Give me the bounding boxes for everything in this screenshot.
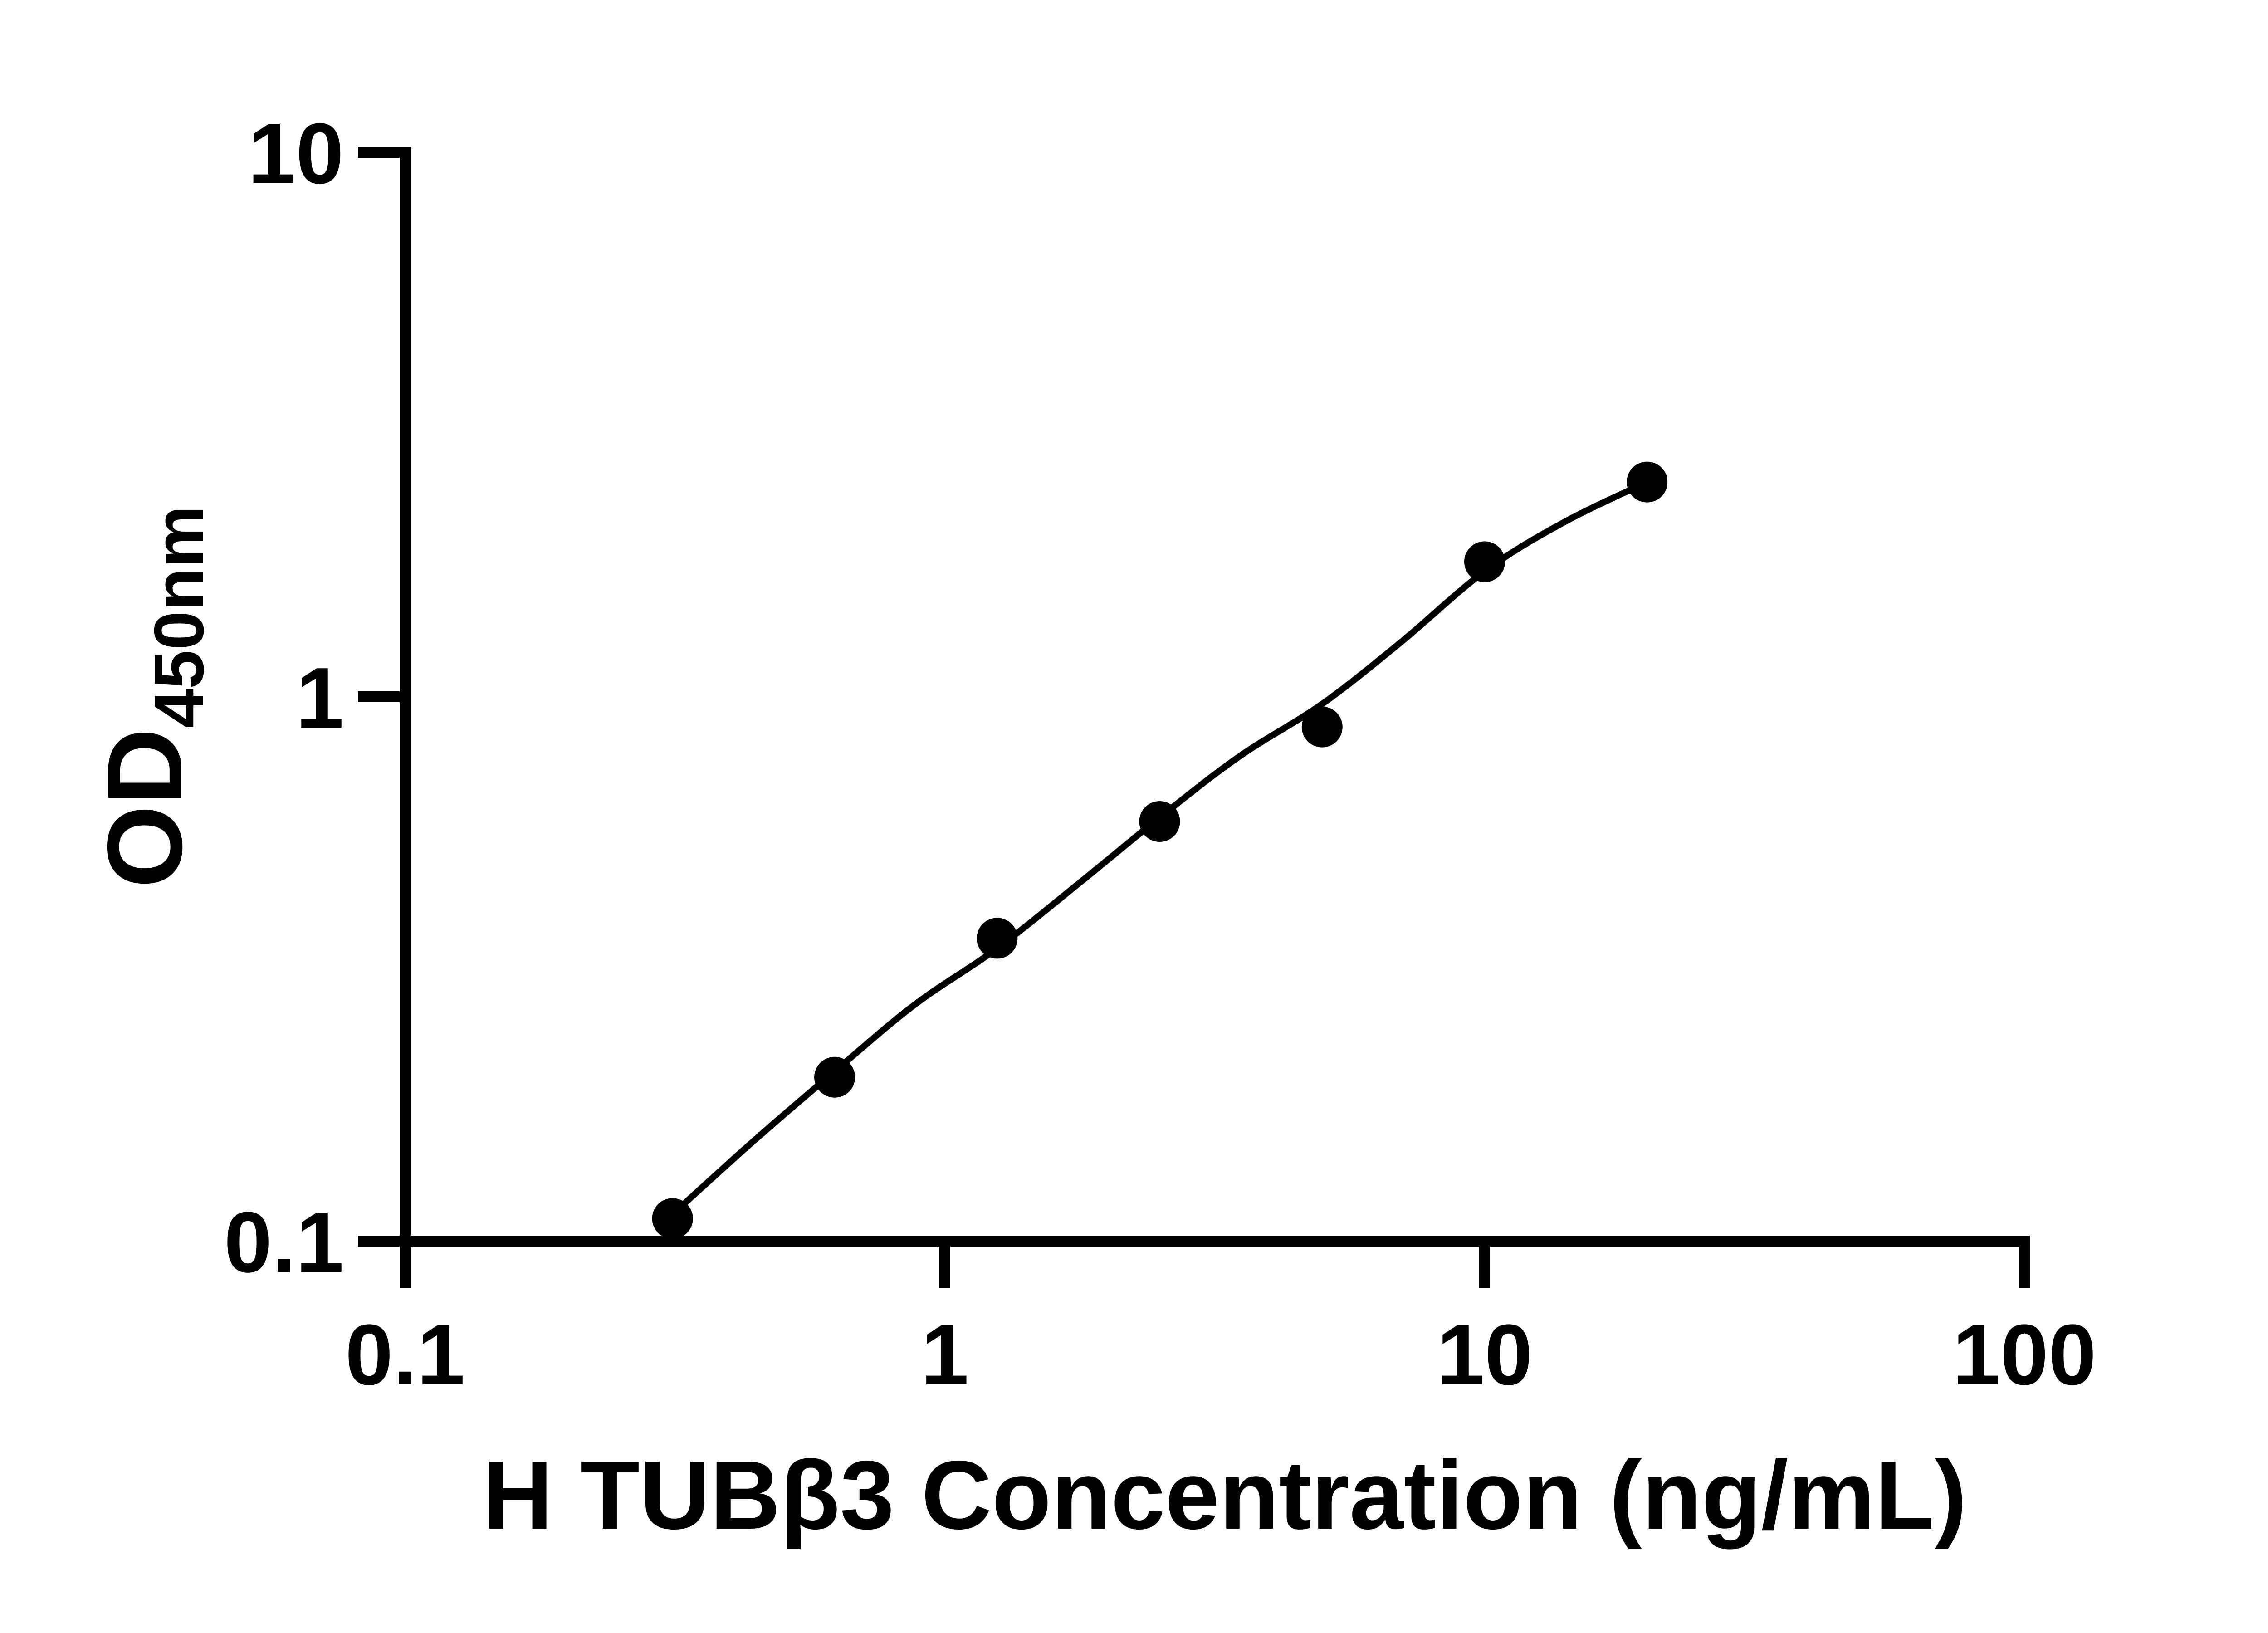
x-tick-label: 100 <box>1952 1307 2096 1403</box>
axes-layer <box>400 147 2030 1247</box>
data-point <box>1301 706 1343 748</box>
fit-curve-layer <box>669 479 1651 1217</box>
data-point <box>652 1198 693 1239</box>
data-point <box>814 1056 855 1098</box>
y-tick-label: 10 <box>248 106 344 202</box>
x-tick-label: 10 <box>1437 1307 1532 1403</box>
fit-curve <box>669 479 1651 1217</box>
data-point <box>1464 541 1505 582</box>
data-point <box>1627 461 1668 503</box>
data-point-layer <box>652 461 1668 1239</box>
x-tick-label: 0.1 <box>345 1307 465 1403</box>
x-axis-title: H TUBβ3 Concentration (ng/mL) <box>483 1440 1967 1550</box>
x-tick-label: 1 <box>921 1307 969 1403</box>
y-axis-title-main: OD <box>85 728 204 888</box>
data-point <box>1139 801 1180 842</box>
tick-label-layer: 0.1 1 10 100 0.1 1 10 <box>224 106 2097 1403</box>
y-axis-title-sub: 450nm <box>140 505 218 728</box>
tick-layer <box>358 147 2030 1288</box>
y-tick-label: 1 <box>296 650 344 746</box>
y-axis-title: OD450nm <box>85 505 218 888</box>
data-point <box>977 918 1018 959</box>
y-tick-label: 0.1 <box>224 1194 344 1291</box>
